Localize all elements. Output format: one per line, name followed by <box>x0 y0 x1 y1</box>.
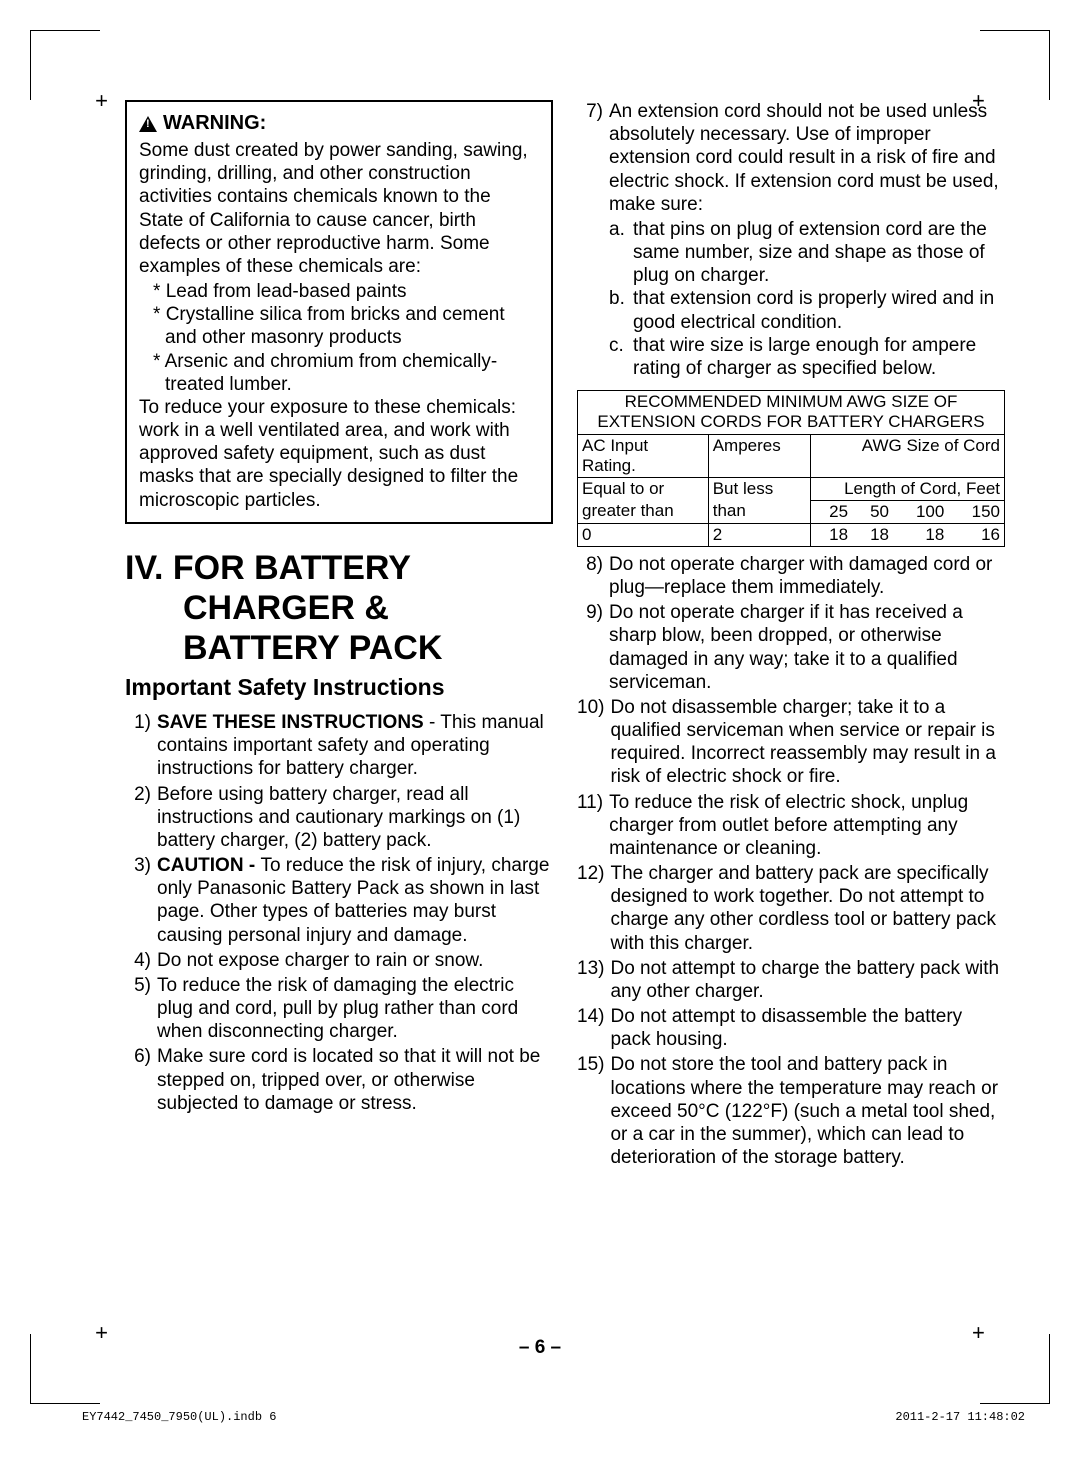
list-item: 15)Do not store the tool and battery pac… <box>577 1053 1005 1169</box>
table-cell: greater than <box>578 500 709 523</box>
sub-item: b.that extension cord is properly wired … <box>609 287 1005 333</box>
awg-table: RECOMMENDED MINIMUM AWG SIZE OF EXTENSIO… <box>577 390 1005 547</box>
table-cell: AWG Size of Cord <box>810 434 1004 477</box>
section-title: IV. FOR BATTERY CHARGER & BATTERY PACK <box>125 548 553 668</box>
item-num: 2) <box>125 783 157 853</box>
table-cell: Amperes <box>708 434 810 477</box>
item-num: 5) <box>125 974 157 1044</box>
warning-body: Some dust created by power sanding, sawi… <box>139 139 539 512</box>
list-item: 4)Do not expose charger to rain or snow. <box>125 949 553 972</box>
list-item: 5)To reduce the risk of damaging the ele… <box>125 974 553 1044</box>
item-body: Do not attempt to disassemble the batter… <box>610 1005 1005 1051</box>
table-cell: Length of Cord, Feet <box>810 477 1004 500</box>
list-item: 10)Do not disassemble charger; take it t… <box>577 696 1005 789</box>
item-body: SAVE THESE INSTRUCTIONS - This manual co… <box>157 711 553 781</box>
item-num: 3) <box>125 854 157 947</box>
instruction-list-left: 1)SAVE THESE INSTRUCTIONS - This manual … <box>125 711 553 1115</box>
item-num: 1) <box>125 711 157 781</box>
item-num: 12) <box>577 862 610 955</box>
sub-item: c.that wire size is large enough for amp… <box>609 334 1005 380</box>
item-num: 4) <box>125 949 157 972</box>
item-num: 10) <box>577 696 610 789</box>
item-num: 14) <box>577 1005 610 1051</box>
list-item: 2)Before using battery charger, read all… <box>125 783 553 853</box>
item-body: Do not operate charger with damaged cord… <box>609 553 1005 599</box>
instruction-list-right: 8)Do not operate charger with damaged co… <box>577 553 1005 1169</box>
list-item: 11)To reduce the risk of electric shock,… <box>577 791 1005 861</box>
item-num: 8) <box>577 553 609 599</box>
table-cell: 150 <box>948 500 1004 523</box>
item-7: 7) An extension cord should not be used … <box>577 100 1005 380</box>
table-cell: than <box>708 500 810 523</box>
table-cell: 2 <box>708 523 810 546</box>
table-cell: 18 <box>852 523 893 546</box>
item-body: Do not attempt to charge the battery pac… <box>610 957 1005 1003</box>
warning-title: WARNING: <box>139 112 539 135</box>
warning-para1: Some dust created by power sanding, sawi… <box>139 139 539 278</box>
item-body: Do not expose charger to rain or snow. <box>157 949 553 972</box>
item-num: 7) <box>577 100 609 380</box>
item-num: 13) <box>577 957 610 1003</box>
table-cell: 0 <box>578 523 709 546</box>
item-body: To reduce the risk of electric shock, un… <box>609 791 1005 861</box>
warning-box: WARNING: Some dust created by power sand… <box>125 100 553 524</box>
warning-title-text: WARNING: <box>163 112 266 135</box>
table-cell: 18 <box>810 523 852 546</box>
item-body: Before using battery charger, read all i… <box>157 783 553 853</box>
item-body: Make sure cord is located so that it wil… <box>157 1045 553 1115</box>
footer-right: 2011-2-17 11:48:02 <box>895 1410 1025 1424</box>
warning-bullet: * Crystalline silica from bricks and cem… <box>153 303 539 349</box>
warning-bullet: * Lead from lead-based paints <box>153 280 539 303</box>
awg-table-header: RECOMMENDED MINIMUM AWG SIZE OF EXTENSIO… <box>578 391 1005 435</box>
item-body: An extension cord should not be used unl… <box>609 100 1005 380</box>
list-item: 3)CAUTION - To reduce the risk of injury… <box>125 854 553 947</box>
footer: EY7442_7450_7950(UL).indb 6 2011-2-17 11… <box>82 1410 1025 1424</box>
item-num: 6) <box>125 1045 157 1115</box>
list-item: 13)Do not attempt to charge the battery … <box>577 957 1005 1003</box>
sub-item: a.that pins on plug of extension cord ar… <box>609 218 1005 288</box>
table-cell: 16 <box>948 523 1004 546</box>
crop-mark-tl <box>30 30 100 100</box>
list-item: 8)Do not operate charger with damaged co… <box>577 553 1005 599</box>
item-body: Do not operate charger if it has receive… <box>609 601 1005 694</box>
item-num: 9) <box>577 601 609 694</box>
item-body: Do not disassemble charger; take it to a… <box>610 696 1005 789</box>
crop-mark-tr <box>980 30 1050 100</box>
warning-para2: To reduce your exposure to these chemica… <box>139 396 539 512</box>
list-item: 14)Do not attempt to disassemble the bat… <box>577 1005 1005 1051</box>
item-body: The charger and battery pack are specifi… <box>610 862 1005 955</box>
item-body: To reduce the risk of damaging the elect… <box>157 974 553 1044</box>
item-num: 15) <box>577 1053 610 1169</box>
list-item: 1)SAVE THESE INSTRUCTIONS - This manual … <box>125 711 553 781</box>
page-content: WARNING: Some dust created by power sand… <box>125 100 1005 1344</box>
warning-icon <box>139 116 157 132</box>
left-column: WARNING: Some dust created by power sand… <box>125 100 553 1344</box>
item-body: Do not store the tool and battery pack i… <box>610 1053 1005 1169</box>
right-column: 7) An extension cord should not be used … <box>577 100 1005 1344</box>
table-cell: 50 <box>852 500 893 523</box>
list-item: 9)Do not operate charger if it has recei… <box>577 601 1005 694</box>
list-item: 6)Make sure cord is located so that it w… <box>125 1045 553 1115</box>
table-cell: Equal to or <box>578 477 709 500</box>
page-number: – 6 – <box>0 1337 1080 1359</box>
table-cell: AC Input Rating. <box>578 434 709 477</box>
warning-bullet: * Arsenic and chromium from chemically-t… <box>153 350 539 396</box>
item-num: 11) <box>577 791 609 861</box>
table-cell: But less <box>708 477 810 500</box>
table-cell: 100 <box>893 500 948 523</box>
list-item: 12)The charger and battery pack are spec… <box>577 862 1005 955</box>
item-body: CAUTION - To reduce the risk of injury, … <box>157 854 553 947</box>
table-cell: 25 <box>810 500 852 523</box>
footer-left: EY7442_7450_7950(UL).indb 6 <box>82 1410 276 1424</box>
warning-bullets: * Lead from lead-based paints * Crystall… <box>153 280 539 396</box>
section-subtitle: Important Safety Instructions <box>125 674 553 701</box>
table-cell: 18 <box>893 523 948 546</box>
